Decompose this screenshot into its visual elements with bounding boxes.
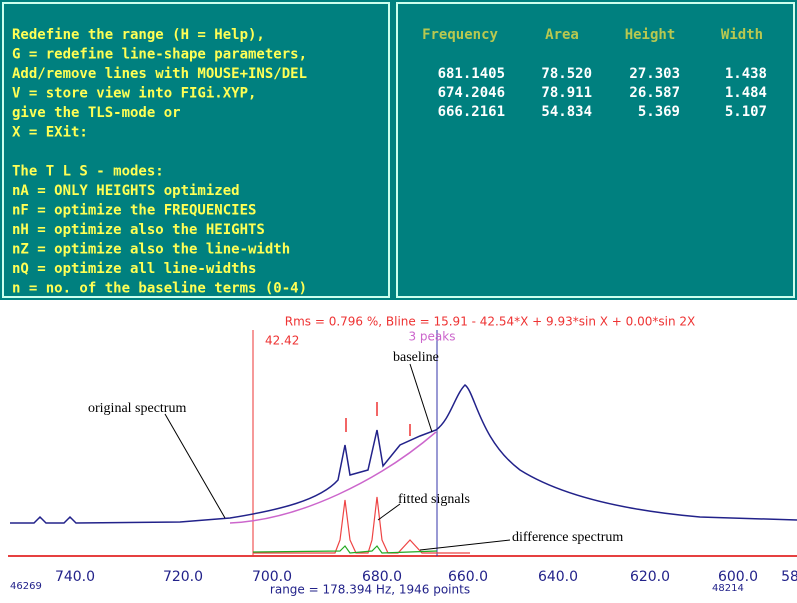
x-tick-label: 600.0: [718, 569, 758, 585]
x-tick-label: 740.0: [55, 569, 95, 585]
x-tick-label: 620.0: [630, 569, 670, 585]
x-tick-label: 720.0: [163, 569, 203, 585]
menu-line: nH = optimize also the HEIGHTS: [12, 222, 265, 238]
table-cell: 674.2046: [438, 85, 505, 101]
menu-line: nZ = optimize also the line-width: [12, 242, 290, 258]
baseline-curve: [229, 431, 437, 524]
spectrum-curve: [10, 384, 797, 524]
table-cell: 5.107: [725, 104, 767, 120]
menu-line: n = no. of the baseline terms (0-4): [12, 281, 307, 297]
menu-line: Redefine the range (H = Help),: [12, 27, 265, 43]
range-start: 46269: [10, 581, 42, 592]
table-cell: 1.438: [725, 66, 767, 82]
table-cell: 681.1405: [438, 66, 505, 82]
menu-line: V = store view into FIGi.XYP,: [12, 86, 256, 102]
table-cell: 666.2161: [438, 104, 505, 120]
column-header: Area: [545, 27, 579, 43]
peaks-label: 3 peaks: [408, 330, 455, 344]
fitted-signals: [253, 496, 470, 554]
column-header: Width: [721, 27, 763, 43]
x-tick-label: 640.0: [538, 569, 578, 585]
annotations: original spectrum baseline fitted signals d…: [88, 350, 623, 545]
annotation: difference spectrum: [512, 530, 623, 545]
column-header: Height: [625, 27, 676, 43]
x-tick-label: 680.0: [362, 569, 402, 585]
results-box: [396, 2, 795, 298]
table-cell: 1.484: [725, 85, 767, 101]
menu-text: Redefine the range (H = Help), G = redefi…: [12, 27, 307, 297]
annotation-arrows: [164, 363, 511, 551]
x-tick-label: 58: [781, 569, 797, 585]
peak-markers: [345, 402, 411, 436]
cursor-label: 42.42: [265, 334, 299, 348]
x-tick-labels: 740.0 720.0 700.0 680.0 660.0 640.0 620.0 600.0…: [55, 569, 797, 585]
table-cell: 27.303: [629, 66, 680, 82]
menu-line: G = redefine line-shape parameters,: [12, 47, 307, 63]
difference-spectrum: [252, 545, 438, 554]
range-info: range = 178.394 Hz, 1946 points: [270, 583, 470, 597]
table-cell: 78.520: [541, 66, 592, 82]
table-cell: 26.587: [629, 85, 680, 101]
plot-area: [0, 300, 797, 598]
fit-summary: Rms = 0.796 %, Bline = 15.91 - 42.54*X +…: [285, 315, 696, 329]
x-tick-label: 660.0: [448, 569, 488, 585]
menu-line: nA = ONLY HEIGHTS optimized: [12, 183, 240, 199]
menu-line: X = EXit:: [12, 125, 88, 141]
column-header: Frequency: [422, 27, 498, 43]
menu-line: Add/remove lines with MOUSE+INS/DEL: [12, 66, 307, 82]
annotation: fitted signals: [398, 492, 470, 507]
top-panel: [0, 0, 797, 300]
menu-line: nQ = optimize all line-widths: [12, 261, 256, 277]
menu-line: The T L S - modes:: [12, 164, 164, 180]
table-cell: 54.834: [541, 104, 592, 120]
menu-line: give the TLS-mode or: [12, 105, 181, 121]
menu-box: [2, 2, 390, 298]
table-cell: 78.911: [541, 85, 592, 101]
x-tick-label: 700.0: [252, 569, 292, 585]
annotation: baseline: [393, 350, 439, 365]
menu-line: nF = optimize the FREQUENCIES: [12, 203, 256, 219]
results-table: Frequency Area Height Width 681.1405 78.520 27…: [422, 27, 767, 120]
table-cell: 5.369: [638, 104, 680, 120]
annotation: original spectrum: [88, 401, 186, 416]
range-end: 48214: [712, 583, 744, 594]
